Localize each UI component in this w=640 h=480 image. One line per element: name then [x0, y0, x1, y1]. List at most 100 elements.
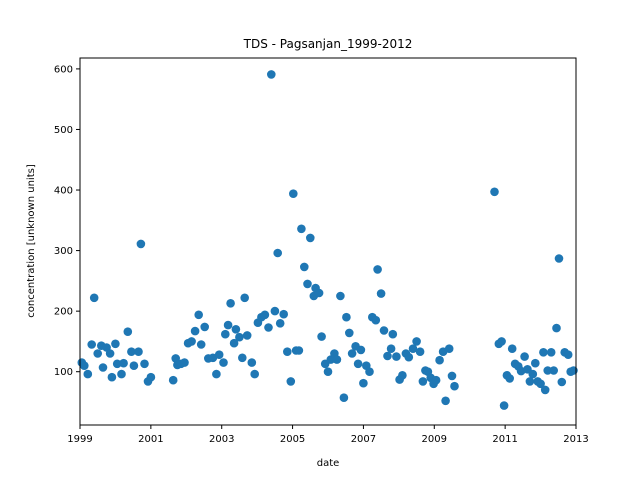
data-point — [129, 361, 139, 371]
data-point — [117, 369, 126, 379]
data-point — [563, 350, 573, 360]
data-point — [171, 354, 180, 363]
data-point — [450, 381, 459, 391]
data-point — [441, 396, 450, 406]
data-point — [212, 369, 221, 379]
chart-title: TDS - Pagsanjan_1999-2012 — [243, 37, 413, 51]
data-point — [404, 352, 414, 362]
data-point — [557, 377, 567, 387]
x-tick-label: 2011 — [492, 434, 517, 445]
data-point — [190, 326, 200, 336]
data-point — [226, 299, 235, 308]
data-point — [83, 369, 93, 379]
data-point — [87, 340, 96, 349]
data-point — [540, 385, 550, 395]
data-point — [306, 233, 315, 243]
data-point — [569, 366, 578, 375]
data-point — [431, 375, 441, 385]
data-point — [264, 323, 273, 332]
points-layer — [77, 70, 578, 410]
data-point — [497, 337, 506, 346]
x-tick-label: 2005 — [280, 434, 305, 445]
data-point — [408, 344, 418, 354]
y-tick-label: 400 — [54, 186, 73, 197]
data-point — [260, 310, 270, 320]
data-point — [187, 337, 196, 346]
data-point — [98, 363, 108, 372]
data-point — [531, 358, 540, 368]
data-point — [525, 377, 535, 386]
data-point — [229, 338, 239, 348]
data-point — [317, 332, 326, 341]
data-point — [267, 70, 276, 79]
data-point — [398, 371, 407, 380]
data-point — [383, 351, 392, 361]
data-point — [323, 367, 333, 377]
data-point — [107, 372, 117, 382]
data-point — [505, 374, 514, 383]
data-point — [415, 347, 425, 357]
data-point — [89, 293, 99, 303]
data-point — [332, 355, 342, 364]
data-point — [240, 293, 249, 303]
y-tick-label: 100 — [54, 367, 73, 378]
data-point — [93, 349, 102, 358]
data-point — [289, 189, 298, 198]
data-point — [520, 352, 529, 361]
data-point — [105, 349, 115, 358]
data-point — [386, 344, 396, 354]
data-point — [297, 224, 306, 234]
y-axis-ticks: 100 200 300 400 500 600 — [54, 64, 80, 378]
data-point — [376, 289, 386, 298]
data-point — [180, 358, 189, 367]
y-axis-label: concentration [unknown units] — [26, 164, 37, 318]
x-tick-label: 2007 — [351, 434, 376, 445]
data-point — [379, 326, 389, 335]
data-point — [238, 353, 247, 363]
x-axis-ticks: 1999 2001 2003 2005 2007 2009 2011 2013 — [67, 425, 589, 445]
data-point — [444, 344, 454, 354]
data-point — [342, 312, 351, 322]
data-point — [314, 288, 324, 298]
data-point — [283, 347, 292, 357]
data-point — [359, 378, 368, 388]
data-point — [231, 325, 241, 334]
data-point — [356, 345, 366, 355]
plot-frame — [79, 57, 577, 426]
data-point — [447, 371, 457, 381]
data-point — [127, 347, 136, 357]
data-point — [136, 239, 146, 249]
data-point — [294, 346, 304, 355]
data-point — [270, 306, 280, 316]
y-tick-label: 600 — [54, 64, 73, 75]
data-point — [168, 375, 178, 385]
data-point — [554, 254, 564, 263]
data-point — [146, 372, 156, 382]
x-tick-label: 2003 — [209, 434, 234, 445]
data-point — [200, 322, 209, 332]
x-tick-label: 2001 — [138, 434, 163, 445]
data-point — [242, 331, 252, 340]
data-point — [134, 347, 143, 357]
data-point — [392, 352, 401, 361]
x-tick-label: 2013 — [563, 434, 588, 445]
data-point — [353, 359, 363, 369]
data-point — [275, 319, 285, 328]
data-point — [119, 358, 128, 368]
data-point — [339, 393, 349, 403]
data-point — [123, 327, 133, 337]
data-point — [507, 344, 517, 354]
data-point — [435, 355, 444, 365]
y-tick-label: 200 — [54, 307, 73, 318]
data-point — [279, 309, 289, 319]
y-tick-label: 300 — [54, 246, 73, 257]
data-point — [336, 291, 345, 301]
data-point — [347, 349, 357, 358]
data-point — [528, 369, 538, 379]
data-point — [371, 315, 381, 325]
data-point — [223, 320, 233, 330]
data-point — [300, 262, 309, 272]
data-point — [273, 248, 283, 258]
